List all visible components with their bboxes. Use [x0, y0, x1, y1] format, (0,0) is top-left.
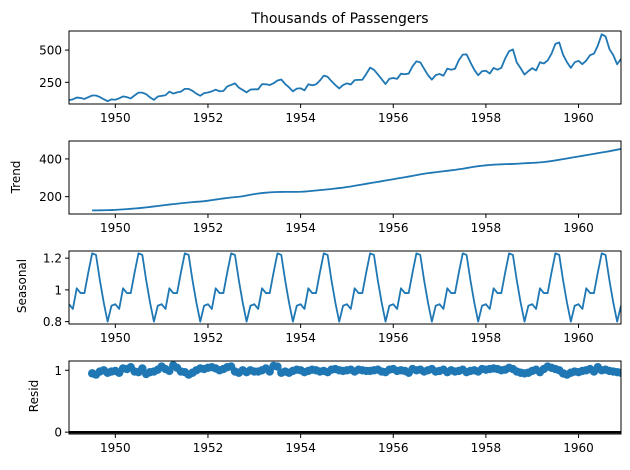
- panel-resid-ylabel: Resid: [27, 380, 41, 412]
- x-tick-label: 1950: [100, 441, 131, 455]
- x-tick-label: 1954: [285, 111, 316, 125]
- panel-trend-line: [92, 148, 621, 212]
- panel-seasonal-line: [69, 252, 621, 323]
- panel-observed-title: Thousands of Passengers: [250, 11, 428, 27]
- panel-observed-plot-area: [69, 33, 621, 103]
- x-tick-label: 1956: [378, 441, 409, 455]
- x-tick-label: 1956: [378, 221, 409, 235]
- y-tick-label: 0.8: [43, 315, 62, 329]
- panel-resid-frame: [68, 360, 622, 435]
- panel-seasonal: 1950 1952 1954 1956 1958 1960 0.8 1 1.2: [43, 250, 622, 345]
- panel-seasonal-ylabel: Seasonal: [15, 259, 29, 313]
- x-tick-label: 1956: [378, 111, 409, 125]
- x-tick-label: 1950: [100, 331, 131, 345]
- panel-trend: 1950 1952 1954 1956 1958 1960 200 400: [39, 140, 622, 235]
- x-tick-label: 1958: [471, 111, 502, 125]
- y-tick-label: 200: [39, 190, 62, 204]
- y-tick-label: 400: [39, 152, 62, 166]
- resid-point: [273, 362, 282, 371]
- panel-observed: 1950 1952 1954 1956 1958 1960 250 500: [39, 30, 622, 125]
- x-tick-label: 1958: [471, 331, 502, 345]
- y-tick-label: 1: [54, 364, 62, 378]
- panel-resid-plot-area: [69, 361, 621, 434]
- panel-observed-frame: [68, 30, 622, 105]
- panel-trend-ylabel: Trend: [9, 161, 23, 195]
- x-tick-label: 1956: [378, 331, 409, 345]
- x-tick-label: 1952: [193, 441, 224, 455]
- x-tick-label: 1960: [563, 331, 594, 345]
- y-tick-label: 1: [54, 283, 62, 297]
- y-tick-label: 0: [54, 426, 62, 440]
- x-tick-label: 1960: [563, 441, 594, 455]
- x-tick-label: 1950: [100, 111, 131, 125]
- x-tick-label: 1954: [285, 331, 316, 345]
- x-tick-label: 1950: [100, 221, 131, 235]
- y-tick-label: 1.2: [43, 252, 62, 266]
- resid-point: [616, 368, 621, 377]
- x-tick-label: 1960: [563, 221, 594, 235]
- x-tick-label: 1952: [193, 221, 224, 235]
- x-tick-label: 1958: [471, 441, 502, 455]
- y-tick-label: 500: [39, 44, 62, 58]
- x-tick-label: 1960: [563, 111, 594, 125]
- x-tick-label: 1954: [285, 221, 316, 235]
- panel-trend-frame: [68, 140, 622, 215]
- panel-observed-line: [69, 33, 621, 103]
- x-tick-label: 1952: [193, 111, 224, 125]
- y-tick-label: 250: [39, 76, 62, 90]
- panel-seasonal-plot-area: [69, 252, 621, 323]
- x-tick-label: 1958: [471, 221, 502, 235]
- panel-trend-plot-area: [92, 148, 621, 212]
- panel-seasonal-frame: [68, 250, 622, 325]
- x-tick-label: 1952: [193, 331, 224, 345]
- x-tick-label: 1954: [285, 441, 316, 455]
- panel-resid: 1950 1952 1954 1956 1958 1960 0 1: [54, 360, 622, 455]
